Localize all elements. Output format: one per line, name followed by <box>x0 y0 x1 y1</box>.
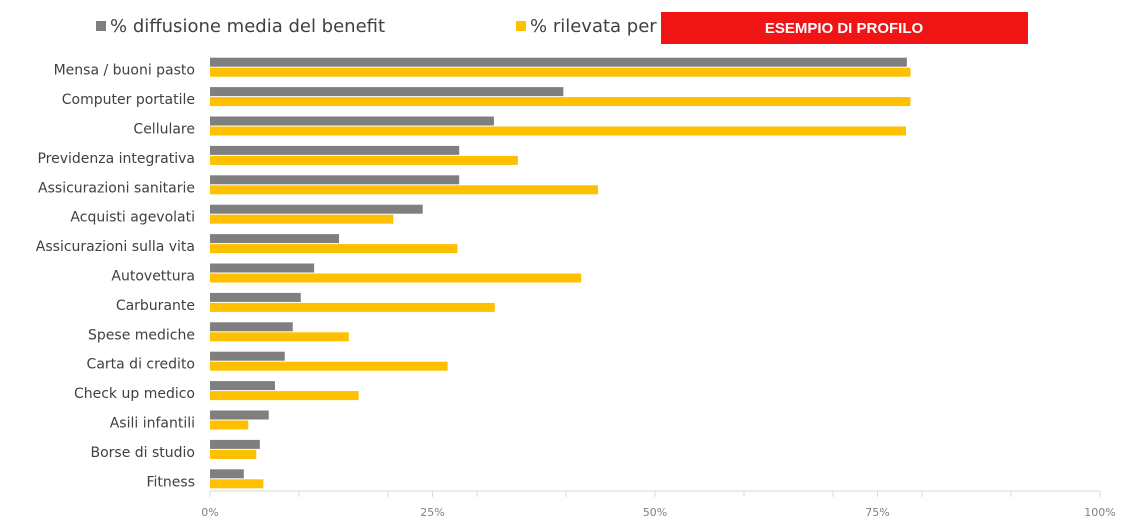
bar <box>210 155 518 165</box>
bar <box>210 381 275 391</box>
bar <box>210 116 494 126</box>
x-tick-label: 100% <box>1084 506 1115 519</box>
y-tick-label: Carburante <box>116 298 195 314</box>
bar <box>210 234 340 244</box>
bar <box>210 410 269 420</box>
overlay-banner <box>661 12 1028 44</box>
bar <box>210 175 460 185</box>
overlay-text: ESEMPIO DI PROFILO <box>765 20 924 37</box>
y-tick-label: Previdenza integrativa <box>37 151 195 167</box>
legend-swatch <box>96 21 106 31</box>
bar <box>210 439 260 449</box>
legend-swatch <box>516 21 526 31</box>
bar <box>210 263 315 273</box>
bar <box>210 351 285 361</box>
legend-label: % diffusione media del benefit <box>110 16 385 37</box>
x-tick-label: 0% <box>201 506 218 519</box>
y-tick-label: Mensa / buoni pasto <box>54 63 195 79</box>
bar <box>210 420 249 430</box>
y-tick-label: Carta di credito <box>87 357 195 373</box>
y-tick-label: Borse di studio <box>90 445 195 461</box>
bar <box>210 204 423 214</box>
legend-label: % rilevata per g <box>530 16 674 37</box>
bar <box>210 391 359 401</box>
y-tick-label: Fitness <box>147 474 196 490</box>
bar <box>210 145 460 155</box>
bar <box>210 361 448 371</box>
x-tick-label: 25% <box>420 506 444 519</box>
bar <box>210 97 911 107</box>
y-tick-label: Cellulare <box>133 122 195 138</box>
x-tick-label: 75% <box>865 506 889 519</box>
bar <box>210 479 264 489</box>
y-tick-label: Acquisti agevolati <box>70 210 195 226</box>
bar <box>210 273 582 283</box>
bar <box>210 57 907 67</box>
y-tick-label: Spese mediche <box>88 327 195 343</box>
bar <box>210 87 564 97</box>
y-tick-label: Autovettura <box>111 269 195 285</box>
bar <box>210 214 394 224</box>
bar <box>210 126 906 136</box>
bar <box>210 244 458 254</box>
bar <box>210 332 349 342</box>
y-tick-label: Assicurazioni sanitarie <box>38 180 195 196</box>
bar <box>210 185 599 195</box>
bar <box>210 67 911 77</box>
y-tick-label: Check up medico <box>74 386 195 402</box>
bar <box>210 322 293 332</box>
bar <box>210 292 301 302</box>
y-tick-label: Computer portatile <box>62 92 195 108</box>
bar <box>210 449 257 459</box>
x-tick-label: 50% <box>643 506 667 519</box>
y-tick-label: Asili infantili <box>110 416 195 432</box>
bar <box>210 302 495 312</box>
bar <box>210 469 244 479</box>
y-tick-label: Assicurazioni sulla vita <box>36 239 195 255</box>
